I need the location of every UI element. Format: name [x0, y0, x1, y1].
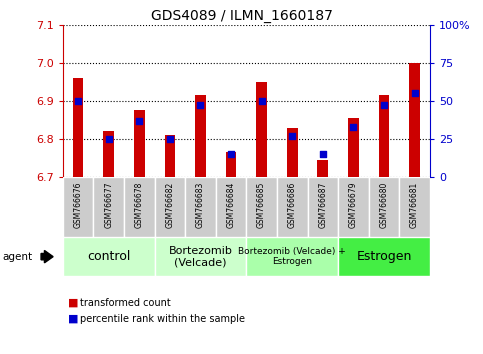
Bar [155, 237, 246, 276]
Bar [338, 237, 430, 276]
Bar [379, 95, 389, 177]
Text: percentile rank within the sample: percentile rank within the sample [80, 314, 245, 324]
Text: GSM766679: GSM766679 [349, 182, 358, 228]
Point [288, 133, 296, 139]
Text: agent: agent [2, 252, 32, 262]
Text: ■: ■ [68, 298, 78, 308]
Text: GSM766682: GSM766682 [165, 182, 174, 228]
Bar [93, 177, 124, 237]
Bar [409, 63, 420, 177]
Bar [369, 177, 399, 237]
Bar [103, 131, 114, 177]
Text: GSM766676: GSM766676 [73, 182, 83, 228]
Bar [277, 177, 308, 237]
Text: GSM766678: GSM766678 [135, 182, 144, 228]
Point [227, 151, 235, 157]
Text: GDS4089 / ILMN_1660187: GDS4089 / ILMN_1660187 [151, 9, 332, 23]
Point [135, 118, 143, 124]
Text: GSM766681: GSM766681 [410, 182, 419, 228]
Bar [195, 95, 206, 177]
Point [74, 98, 82, 104]
Text: GSM766686: GSM766686 [288, 182, 297, 228]
Text: Estrogen: Estrogen [356, 250, 412, 263]
Point [380, 103, 388, 108]
Bar [399, 177, 430, 237]
Bar [155, 177, 185, 237]
Point [105, 136, 113, 142]
Bar [73, 78, 84, 177]
Text: GSM766685: GSM766685 [257, 182, 266, 228]
Point [166, 136, 174, 142]
Text: GSM766684: GSM766684 [227, 182, 236, 228]
Bar [226, 152, 236, 177]
Text: control: control [87, 250, 130, 263]
Text: GSM766687: GSM766687 [318, 182, 327, 228]
Bar [63, 237, 155, 276]
Point [350, 124, 357, 130]
Text: GSM766680: GSM766680 [380, 182, 388, 228]
Bar [287, 127, 298, 177]
Point [411, 90, 418, 96]
Point [197, 103, 204, 108]
Bar [134, 110, 144, 177]
Text: GSM766683: GSM766683 [196, 182, 205, 228]
Bar [63, 177, 93, 237]
Bar [216, 177, 246, 237]
Bar [338, 177, 369, 237]
Bar [348, 118, 359, 177]
Text: GSM766677: GSM766677 [104, 182, 113, 228]
Point [258, 98, 266, 104]
Bar [124, 177, 155, 237]
Text: transformed count: transformed count [80, 298, 170, 308]
Bar [256, 82, 267, 177]
Bar [165, 135, 175, 177]
Bar [308, 177, 338, 237]
Bar [317, 160, 328, 177]
Text: Bortezomib (Velcade) +
Estrogen: Bortezomib (Velcade) + Estrogen [238, 247, 346, 266]
Bar [246, 237, 338, 276]
Bar [185, 177, 216, 237]
Text: Bortezomib
(Velcade): Bortezomib (Velcade) [169, 246, 232, 268]
Bar [246, 177, 277, 237]
Text: ■: ■ [68, 314, 78, 324]
Point [319, 151, 327, 157]
